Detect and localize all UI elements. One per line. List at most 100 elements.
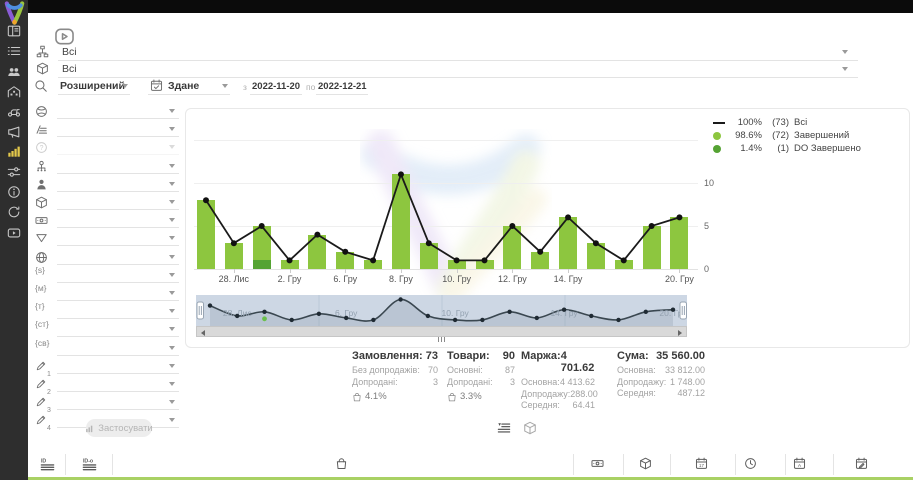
stat-title: Сума: [617, 350, 649, 362]
legend-item-2[interactable]: 1.4% (1) DO Завершено [713, 142, 861, 155]
chevron-down-icon [169, 291, 175, 295]
sidebar-item-info[interactable] [7, 185, 21, 199]
filter-select-9[interactable] [57, 267, 179, 283]
sidebar-item-dashboard[interactable] [7, 24, 21, 38]
token-{т}-icon: {т} [35, 301, 45, 312]
legend-item-0[interactable]: 100% (73) Всі [713, 116, 861, 129]
stat-sub-label: Допродажу: [521, 388, 571, 399]
legend-item-1[interactable]: 98.6% (72) Завершений [713, 129, 861, 142]
filter-select-1[interactable] [57, 121, 179, 138]
filter-select-13[interactable] [57, 340, 179, 356]
x-tick [512, 269, 514, 273]
chevron-down-icon [169, 200, 175, 204]
y-axis-label: 5 [704, 221, 710, 231]
svg-text:14. Гру: 14. Гру [550, 308, 578, 318]
stat-badge-value: 4.1% [365, 391, 387, 402]
y-axis-label: 0 [704, 264, 710, 274]
sidebar-item-video[interactable] [7, 226, 21, 240]
table-header-banknote-icon[interactable] [591, 457, 604, 470]
filter-select-11[interactable] [57, 303, 179, 320]
video-tutorial-button[interactable] [54, 26, 75, 47]
chevron-down-icon [169, 345, 175, 350]
globe-icon [35, 105, 48, 118]
legend-swatch [713, 131, 729, 140]
bar-point-3 [280, 260, 299, 269]
apply-button[interactable]: Застосувати [86, 419, 153, 437]
table-header-bag-icon[interactable] [335, 457, 348, 470]
chart-scrollbar[interactable] [196, 326, 687, 342]
source-select[interactable]: Всі [58, 44, 858, 61]
filter-select-16[interactable] [57, 394, 179, 411]
table-header-col-id[interactable]: ID [40, 457, 55, 472]
chevron-down-icon [169, 363, 175, 368]
view-toggle-list-view[interactable] [497, 421, 511, 435]
filter-select-0[interactable] [57, 103, 179, 119]
sidebar-item-settings[interactable] [7, 165, 21, 179]
filter-select-5[interactable] [57, 194, 179, 210]
legend-swatch [713, 121, 729, 124]
filter-select-2[interactable] [57, 139, 179, 156]
table-header-calendar-edit-icon[interactable] [855, 457, 868, 470]
date-from-label: з [243, 82, 247, 92]
filter-row-11: {т} [33, 301, 179, 320]
sidebar-item-customers[interactable] [7, 65, 21, 79]
bar-point-5 [336, 251, 355, 269]
search-mode-select[interactable]: Розширений [58, 78, 130, 95]
bar-point-14 [586, 243, 605, 269]
scroll-left-arrow[interactable] [201, 329, 205, 336]
filter-select-3[interactable] [57, 158, 179, 174]
help-icon: ? [35, 141, 48, 154]
legend-percent: 1.4% [740, 143, 762, 154]
stat-sub-label: Середня: [617, 388, 656, 398]
filter-select-15[interactable] [57, 376, 179, 392]
filter-row-1 [33, 121, 179, 138]
bag-percent-icon [352, 392, 362, 402]
table-header-calendar-17-icon[interactable]: 17 [695, 457, 708, 470]
view-toggle-package[interactable] [523, 421, 537, 435]
sidebar-item-marketing[interactable] [7, 125, 21, 139]
scroll-grip[interactable] [437, 329, 446, 347]
legend-percent: 100% [737, 117, 762, 128]
filter-select-8[interactable] [57, 249, 179, 265]
legend-count: (73) [772, 117, 789, 128]
bar-point-2 [252, 226, 271, 261]
sidebar-item-sync[interactable] [7, 205, 21, 219]
date-type-value: Здане [168, 80, 200, 92]
table-header-col-id-o[interactable]: ID-o [82, 457, 97, 472]
gridline-0 [194, 269, 698, 270]
bar-point-9 [447, 260, 466, 269]
filter-select-12[interactable] [57, 321, 179, 338]
chevron-down-icon [169, 127, 175, 132]
apply-button-label: Застосувати [98, 422, 153, 434]
legend-swatch [713, 144, 729, 153]
date-type-select[interactable]: Здане [148, 78, 230, 95]
bar-point-0 [197, 200, 215, 269]
sidebar-item-warehouse[interactable] [7, 85, 21, 99]
filter-select-4[interactable] [57, 176, 179, 192]
scroll-right-arrow[interactable] [678, 329, 682, 336]
date-from-input[interactable]: 2022-11-20 [250, 78, 302, 95]
sidebar-item-orders[interactable] [7, 44, 21, 58]
stat-column-3: Сума: 35 560.00 Основна: 33 812.00 Допродажу… [617, 350, 705, 400]
stat-sub-label: Основні: [447, 365, 483, 375]
filter-select-10[interactable] [57, 285, 179, 301]
sidebar-item-analytics[interactable] [7, 144, 21, 158]
filter-select-6[interactable] [57, 212, 179, 229]
filter-select-14[interactable] [57, 358, 179, 374]
package-icon [36, 62, 49, 75]
range-navigator[interactable]: 28. Лис 6. Гру 10. Гру 14. Гру 20. Гру [196, 295, 687, 326]
chevron-down-icon [842, 50, 848, 54]
banknote-icon [35, 214, 48, 227]
filter-select-7[interactable] [57, 230, 179, 247]
product-select[interactable]: Всі [58, 61, 858, 78]
table-header-clock-icon[interactable] [744, 457, 757, 470]
sidebar-item-delivery[interactable] [7, 104, 21, 118]
date-to-input[interactable]: 2022-12-21 [316, 78, 368, 95]
svg-text:A: A [798, 463, 802, 469]
table-header-calendar-a-icon[interactable]: A [793, 457, 806, 470]
sitemap-icon [36, 45, 49, 58]
column-divider [670, 454, 671, 475]
product-select-value: Всі [62, 63, 77, 75]
table-header-package-icon[interactable] [639, 457, 652, 470]
